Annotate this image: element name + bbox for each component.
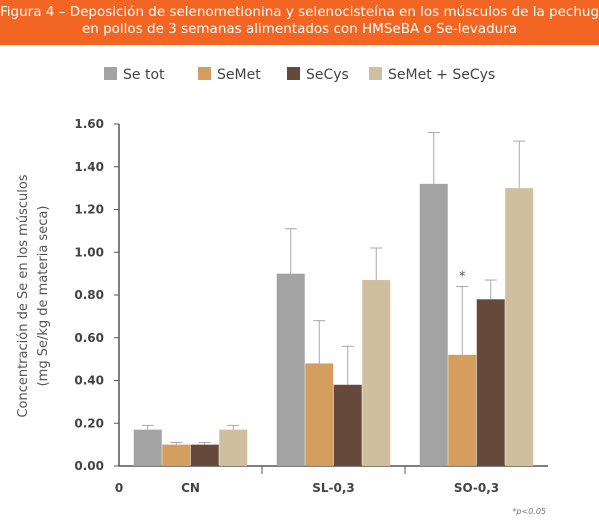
y-tick-label-7: 1.20	[74, 203, 104, 217]
y-tick-label-1: 0.00	[74, 459, 104, 473]
legend-swatch-1	[104, 67, 117, 80]
legend-label-2: SeMet	[217, 67, 261, 83]
significance-marker-1: *	[459, 269, 466, 284]
bar-1-2	[162, 444, 191, 466]
legend-swatch-3	[287, 67, 300, 80]
figure-title-line-2: en pollos de 3 semanas alimentados con H…	[81, 21, 518, 37]
bar-2-1	[276, 273, 305, 466]
bar-3-2	[448, 354, 477, 466]
bar-1-1	[133, 429, 162, 466]
figure-header: Figura 4 – Deposición de selenometionina…	[0, 0, 599, 45]
y-tick-label-2: 0.20	[74, 416, 104, 430]
y-axis-label-line-1: Concentración de Se en los músculos	[16, 174, 31, 417]
y-tick-label-6: 1.00	[74, 245, 104, 259]
y-tick-label-4: 0.60	[74, 331, 104, 345]
legend-swatch-4	[369, 67, 382, 80]
y-tick-label-9: 1.60	[74, 117, 104, 131]
legend-label-1: Se tot	[123, 67, 165, 83]
x-origin-label: 0	[115, 481, 123, 495]
legend-swatch-2	[198, 67, 211, 80]
bar-3-3	[476, 299, 505, 466]
bar-1-3	[190, 444, 219, 466]
bar-2-3	[333, 384, 362, 466]
bar-3-4	[505, 188, 534, 466]
y-tick-label-5: 0.80	[74, 288, 104, 302]
legend-label-3: SeCys	[306, 67, 349, 83]
bar-2-2	[305, 363, 334, 466]
bar-1-4	[219, 429, 248, 466]
x-tick-label-1: CN	[181, 481, 200, 495]
y-axis-label-line-2: (mg Se/kg de materia seca)	[36, 206, 51, 387]
bar-2-4	[362, 280, 391, 466]
y-tick-label-3: 0.40	[74, 374, 104, 388]
x-tick-label-3: SO-0,3	[454, 481, 499, 495]
legend-label-4: SeMet + SeCys	[388, 67, 495, 83]
figure-title-line-1: Figura 4 – Deposición de selenometionina…	[0, 4, 599, 20]
x-tick-label-2: SL-0,3	[312, 481, 355, 495]
footnote: *p<0.05	[512, 507, 546, 516]
y-tick-label-8: 1.40	[74, 160, 104, 174]
bar-3-1	[419, 183, 448, 466]
